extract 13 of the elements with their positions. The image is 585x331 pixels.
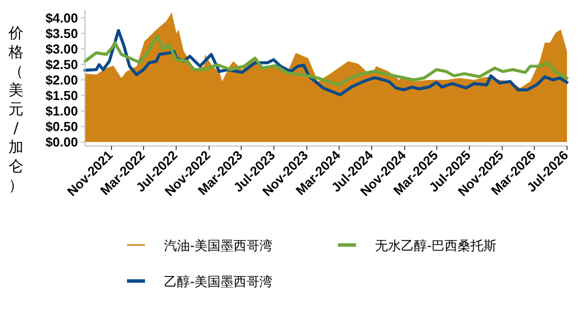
text: 价格（美元/加仑）: [8, 24, 24, 194]
y-tick-label: $0.00: [45, 134, 78, 150]
y-tick-label: $1.00: [45, 103, 78, 118]
y-tick-label: $3.50: [45, 26, 78, 41]
y-tick-label: $1.50: [45, 88, 78, 103]
legend-label: 无水乙醇-巴西桑托斯: [375, 239, 497, 254]
y-tick-label: $3.00: [45, 41, 78, 56]
legend-label: 乙醇-美国墨西哥湾: [164, 274, 273, 290]
y-tick-label: $4.00: [45, 10, 78, 26]
legend-label: 汽油-美国墨西哥湾: [164, 238, 273, 254]
y-tick-label: $0.50: [45, 118, 78, 134]
y-tick-label: $2.50: [45, 56, 78, 72]
y-tick-label: $2.00: [45, 72, 78, 88]
